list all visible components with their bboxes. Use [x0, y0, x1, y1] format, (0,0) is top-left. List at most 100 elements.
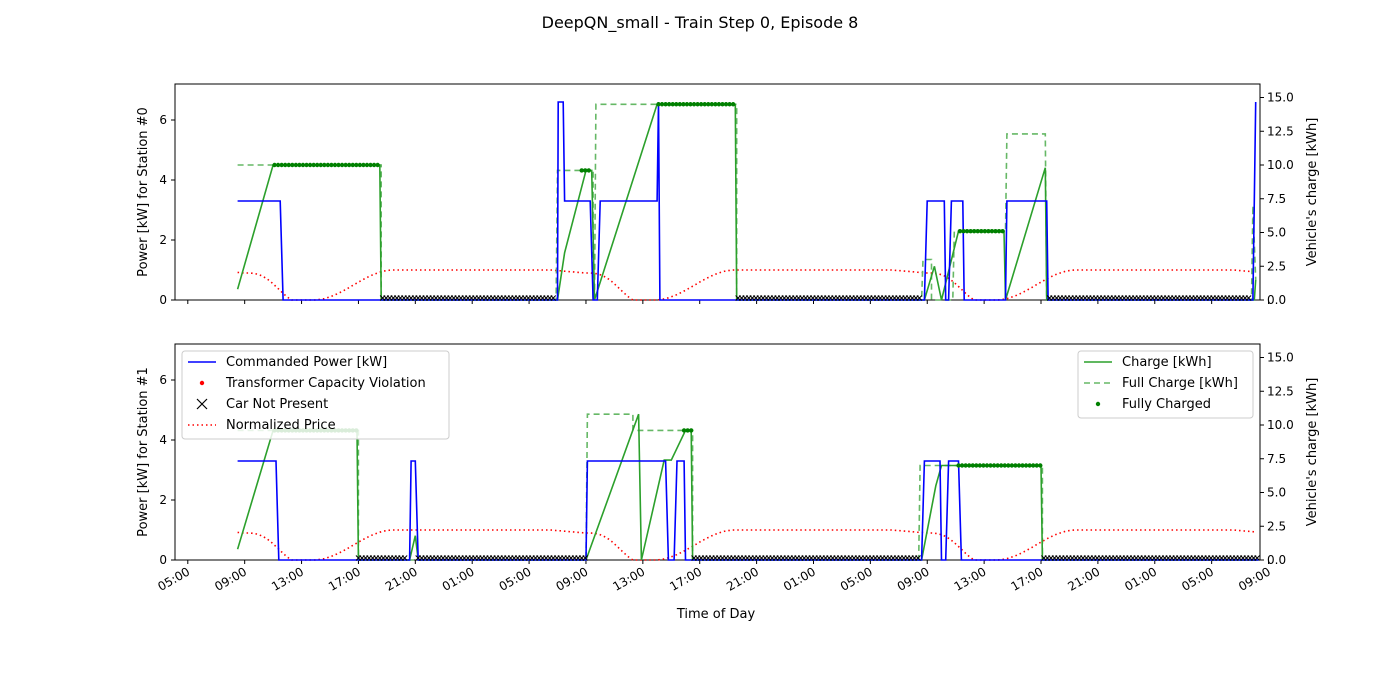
- fully-charged-marker: [350, 162, 355, 168]
- fully-charged-marker: [702, 102, 707, 107]
- legend-swatch-fully-charged: [1095, 401, 1101, 407]
- fully-charged-marker: [716, 102, 722, 107]
- fully-charged-marker: [988, 463, 993, 468]
- x-tick-label: 17:00: [326, 564, 363, 593]
- y-left-tick-label: 4: [159, 173, 167, 187]
- fully-charged-marker: [993, 228, 998, 234]
- not-present-marker: [916, 295, 923, 301]
- legend-right-label: Fully Charged: [1122, 397, 1211, 412]
- y-right-tick-label: 5.0: [1267, 226, 1286, 240]
- x-tick-label: 05:00: [838, 564, 875, 593]
- fully-charged-marker: [986, 228, 991, 234]
- legend-swatch-not-present: [196, 398, 208, 410]
- fully-charged-marker: [1034, 463, 1039, 468]
- fully-charged-marker: [723, 102, 729, 107]
- x-tick-label: 05:00: [497, 564, 534, 593]
- x-tick-label: 21:00: [383, 564, 420, 593]
- fully-charged-marker: [977, 463, 983, 468]
- fully-charged-marker: [1020, 463, 1025, 468]
- fully-charged-marker: [1006, 463, 1011, 468]
- fully-charged-marker: [332, 162, 338, 168]
- fully-charged-marker: [297, 162, 302, 168]
- fully-charged-marker: [290, 162, 295, 168]
- fully-charged-marker: [283, 162, 288, 168]
- x-tick-label: 09:00: [1236, 564, 1273, 593]
- y-right-tick-label: 10.0: [1267, 418, 1294, 432]
- y-left-tick-label: 0: [159, 553, 167, 567]
- fully-charged-marker: [727, 102, 732, 107]
- fully-charged-marker: [659, 102, 665, 107]
- fully-charged-marker: [361, 162, 366, 168]
- chart-title: DeepQN_small - Train Step 0, Episode 8: [542, 13, 859, 33]
- fully-charged-marker: [1002, 463, 1007, 468]
- fully-charged-marker: [364, 162, 370, 168]
- fully-charged-marker: [1000, 228, 1005, 234]
- y-right-tick-label: 2.5: [1267, 519, 1286, 533]
- fully-charged-marker: [311, 162, 316, 168]
- fully-charged-marker: [975, 228, 980, 234]
- legend-left: Commanded Power [kW] Transformer Capacity…: [181, 350, 450, 440]
- legend-left-label: Transformer Capacity Violation: [225, 376, 426, 391]
- legend-left-label: Normalized Price: [226, 418, 336, 433]
- fully-charged-marker: [322, 162, 327, 168]
- fully-charged-marker: [368, 162, 373, 168]
- fully-charged-marker: [656, 102, 661, 107]
- y-left-label-0: Power [kW] for Station #0: [136, 107, 151, 277]
- y-right-tick-label: 7.5: [1267, 452, 1286, 466]
- x-tick-label: 05:00: [1179, 564, 1216, 593]
- fully-charged-marker: [1030, 463, 1036, 468]
- fully-charged-marker: [293, 162, 299, 168]
- legend-swatch-violation: [199, 380, 205, 386]
- y-right-tick-label: 2.5: [1267, 259, 1286, 273]
- fully-charged-marker: [325, 162, 331, 168]
- price-line: [237, 529, 1256, 561]
- panel-station-0: Power [kW] for Station #0 Vehicle's char…: [136, 83, 1320, 307]
- fully-charged-marker: [300, 162, 306, 168]
- not-present-marker: [915, 555, 921, 561]
- fully-charged-marker: [339, 162, 345, 168]
- y-right-tick-label: 0.0: [1267, 553, 1286, 567]
- legend-right-label: Full Charge [kWh]: [1122, 376, 1238, 391]
- fully-charged-marker: [677, 102, 683, 107]
- fully-charged-marker: [674, 102, 679, 107]
- legend-left-label: Commanded Power [kW]: [226, 355, 387, 370]
- fully-charged-marker: [357, 162, 363, 168]
- fully-charged-marker: [730, 102, 736, 107]
- fully-charged-marker: [970, 463, 975, 468]
- fully-charged-marker: [346, 162, 352, 168]
- fully-charged-marker: [964, 228, 970, 234]
- y-right-tick-label: 15.0: [1267, 351, 1294, 365]
- fully-charged-marker: [272, 162, 277, 168]
- fully-charged-marker: [1023, 463, 1029, 468]
- not-present-marker: [1245, 295, 1252, 301]
- price-line: [237, 269, 1256, 301]
- fully-charged-marker: [996, 228, 1002, 234]
- x-tick-label: 01:00: [440, 564, 477, 593]
- legend-right: Charge [kWh] Full Charge [kWh] Fully Charg…: [1077, 350, 1254, 419]
- fully-charged-marker: [698, 102, 704, 107]
- legend-right-box: [1077, 350, 1254, 419]
- fully-charged-marker: [371, 162, 377, 168]
- y-right-tick-label: 12.5: [1267, 384, 1294, 398]
- fully-charged-marker: [1038, 463, 1043, 468]
- fully-charged-marker: [720, 102, 725, 107]
- fully-charged-marker: [1027, 463, 1032, 468]
- fully-charged-marker: [979, 228, 984, 234]
- fully-charged-marker: [963, 463, 968, 468]
- fully-charged-marker: [375, 162, 380, 168]
- x-tick-label: 21:00: [1065, 564, 1102, 593]
- fully-charged-marker: [956, 463, 961, 468]
- x-tick-label: 13:00: [269, 564, 306, 593]
- not-present-marker: [1254, 555, 1261, 561]
- y-left-tick-label: 0: [159, 293, 167, 307]
- fully-charged-marker: [670, 102, 675, 107]
- power-line: [237, 460, 1259, 561]
- x-tick-label: 13:00: [952, 564, 989, 593]
- fully-charged-marker: [583, 168, 588, 173]
- x-tick-label: 09:00: [895, 564, 932, 593]
- fully-charged-marker: [966, 463, 972, 468]
- fully-charged-marker: [713, 102, 718, 107]
- fully-charged-marker: [981, 463, 986, 468]
- y-right-label-1: Vehicle's charge [kWh]: [1305, 378, 1320, 527]
- fully-charged-marker: [989, 228, 995, 234]
